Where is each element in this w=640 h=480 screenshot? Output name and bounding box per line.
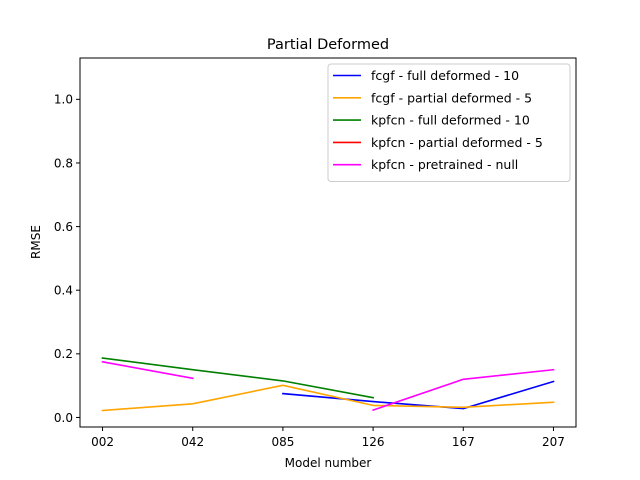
- y-tick-label-4: 0.8: [54, 156, 73, 170]
- legend-label-2: kpfcn - full deformed - 10: [371, 113, 530, 128]
- plot-frame: [79, 57, 577, 428]
- x-axis-label: Model number: [285, 456, 372, 470]
- series-line-4-segment-1: [372, 368, 555, 412]
- y-tick-label-3: 0.6: [54, 220, 73, 234]
- chart-title: Partial Deformed: [267, 37, 389, 53]
- series-line-1-segment-0: [101, 384, 555, 412]
- legend-label-1: fcgf - partial deformed - 5: [371, 90, 532, 105]
- legend-label-0: fcgf - full deformed - 10: [371, 68, 519, 83]
- x-tick-label-167: 167: [452, 435, 475, 449]
- y-tick-label-1: 0.2: [54, 347, 73, 361]
- x-tick-label-126: 126: [362, 435, 385, 449]
- legend: fcgf - full deformed - 10 fcgf - partial …: [327, 63, 571, 182]
- series-line-4-segment-0: [101, 360, 194, 380]
- series-line-2-segment-0: [101, 357, 375, 399]
- x-axis: 002 042 085 126 167 207: [91, 427, 565, 449]
- legend-label-3: kpfcn - partial deformed - 5: [371, 135, 543, 150]
- y-axis-label: RMSE: [29, 225, 43, 259]
- x-tick-label-042: 042: [181, 435, 204, 449]
- legend-box: [327, 63, 571, 182]
- y-tick-label-5: 1.0: [54, 93, 73, 107]
- x-tick-label-207: 207: [542, 435, 565, 449]
- y-tick-label-2: 0.4: [54, 284, 73, 298]
- x-tick-label-085: 085: [271, 435, 294, 449]
- plot-lines: [101, 357, 555, 412]
- x-tick-label-002: 002: [91, 435, 114, 449]
- y-tick-label-0: 0.0: [54, 411, 73, 425]
- series-line-0-segment-0: [282, 380, 555, 410]
- legend-label-4: kpfcn - pretrained - null: [371, 157, 518, 172]
- y-axis: 0.0 0.2 0.4 0.6 0.8 1.0: [54, 93, 80, 425]
